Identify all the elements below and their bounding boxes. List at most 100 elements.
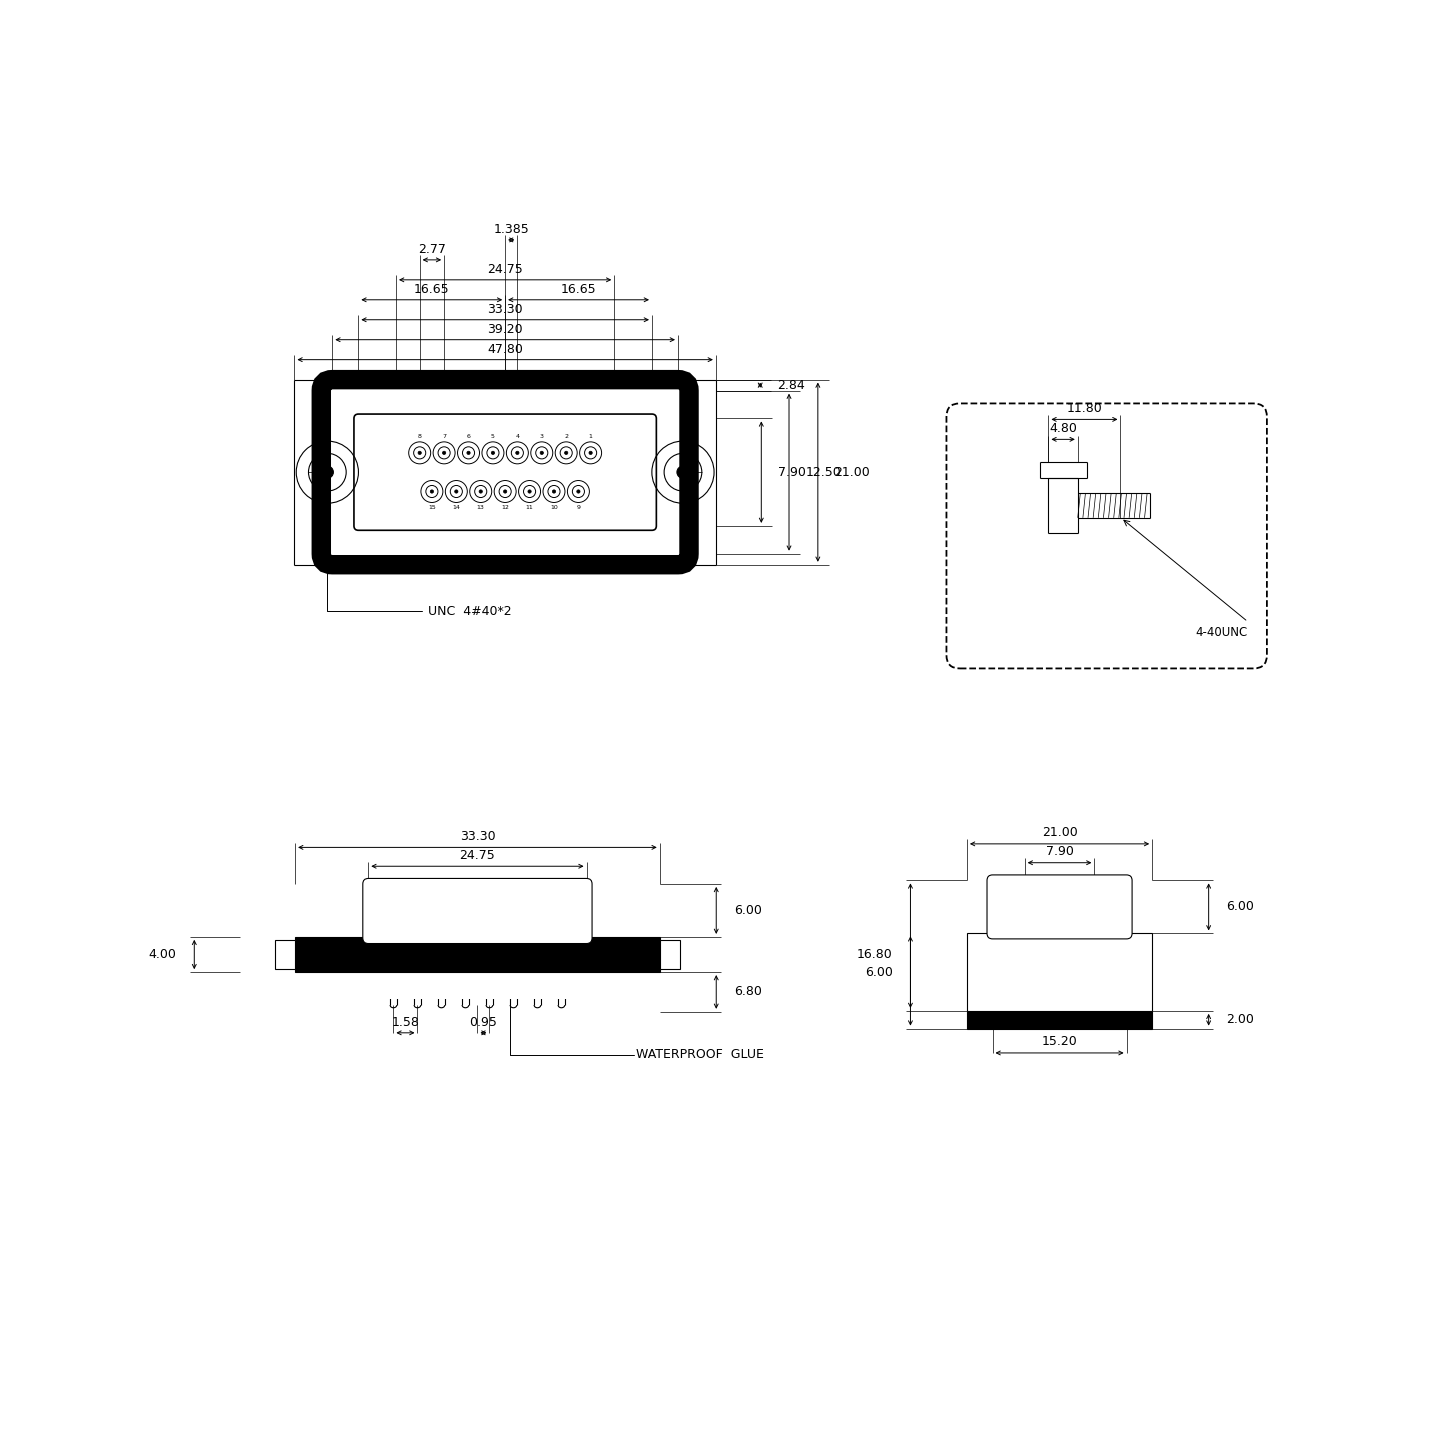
Text: 16.65: 16.65 [560, 284, 596, 297]
Circle shape [451, 485, 462, 498]
Text: 16.80: 16.80 [857, 948, 893, 960]
Text: 16.65: 16.65 [413, 284, 449, 297]
Circle shape [556, 442, 577, 464]
Circle shape [321, 467, 334, 478]
Circle shape [543, 481, 564, 503]
Text: 15: 15 [428, 505, 436, 510]
Text: 6: 6 [467, 433, 471, 439]
Circle shape [560, 446, 572, 459]
Text: 7.90: 7.90 [778, 465, 806, 478]
Circle shape [511, 446, 523, 459]
Circle shape [438, 446, 451, 459]
Bar [275, 940, 295, 969]
Text: 39.20: 39.20 [487, 323, 523, 336]
Text: 2: 2 [564, 433, 569, 439]
Circle shape [536, 446, 547, 459]
Text: 7: 7 [442, 433, 446, 439]
Text: 6.00: 6.00 [1227, 900, 1254, 913]
Circle shape [677, 467, 688, 478]
Circle shape [524, 485, 536, 498]
Circle shape [585, 446, 596, 459]
Circle shape [455, 490, 458, 492]
Circle shape [516, 451, 518, 455]
Text: 5: 5 [491, 433, 495, 439]
Bar [295, 937, 660, 972]
Circle shape [426, 485, 438, 498]
Text: 11.80: 11.80 [1067, 402, 1102, 415]
Text: 24.75: 24.75 [487, 264, 523, 276]
Text: 6.00: 6.00 [865, 966, 893, 979]
Bar [968, 1011, 1152, 1028]
Circle shape [413, 446, 426, 459]
Circle shape [409, 442, 431, 464]
Bar [369, 972, 586, 999]
Text: 14: 14 [452, 505, 461, 510]
Circle shape [500, 485, 511, 498]
Circle shape [567, 481, 589, 503]
Text: 1: 1 [589, 433, 592, 439]
Text: 12: 12 [501, 505, 510, 510]
Circle shape [418, 451, 422, 455]
Text: 8: 8 [418, 433, 422, 439]
Text: 6.80: 6.80 [734, 985, 762, 998]
Text: UNC  4#40*2: UNC 4#40*2 [327, 505, 511, 618]
Text: 11: 11 [526, 505, 533, 510]
Text: 15.20: 15.20 [1041, 1035, 1077, 1048]
Text: 6.00: 6.00 [734, 904, 762, 917]
Circle shape [458, 442, 480, 464]
Circle shape [549, 485, 560, 498]
Text: 2.84: 2.84 [776, 379, 805, 392]
Text: 1.385: 1.385 [494, 223, 528, 236]
Circle shape [487, 446, 500, 459]
Circle shape [494, 481, 516, 503]
Text: 4.80: 4.80 [1050, 422, 1077, 435]
Circle shape [480, 490, 482, 492]
Circle shape [467, 451, 471, 455]
FancyBboxPatch shape [354, 415, 657, 530]
Text: 0.95: 0.95 [469, 1017, 497, 1030]
FancyBboxPatch shape [986, 876, 1132, 939]
Circle shape [572, 485, 585, 498]
Circle shape [445, 481, 468, 503]
Circle shape [507, 442, 528, 464]
Bar [968, 933, 1152, 1011]
Circle shape [528, 490, 531, 492]
FancyBboxPatch shape [363, 878, 592, 943]
Text: 2.00: 2.00 [1227, 1014, 1254, 1027]
Bar [660, 940, 680, 969]
Circle shape [482, 442, 504, 464]
Text: 1.58: 1.58 [392, 1017, 419, 1030]
Text: 47.80: 47.80 [487, 343, 523, 356]
Text: 33.30: 33.30 [459, 829, 495, 842]
Text: 24.75: 24.75 [459, 848, 495, 861]
Circle shape [491, 451, 494, 455]
Circle shape [442, 451, 446, 455]
Text: 21.00: 21.00 [1041, 827, 1077, 840]
Circle shape [469, 481, 491, 503]
FancyBboxPatch shape [321, 380, 688, 564]
Text: 4.00: 4.00 [148, 948, 177, 960]
Circle shape [420, 481, 444, 503]
Text: 10: 10 [550, 505, 557, 510]
Text: 4-40UNC: 4-40UNC [1195, 626, 1248, 639]
Text: WATERPROOF  GLUE: WATERPROOF GLUE [636, 1048, 765, 1061]
Circle shape [577, 490, 580, 492]
Circle shape [553, 490, 556, 492]
Circle shape [518, 481, 540, 503]
Circle shape [433, 442, 455, 464]
Circle shape [462, 446, 475, 459]
Circle shape [580, 442, 602, 464]
Text: 2.77: 2.77 [418, 243, 446, 256]
Circle shape [540, 451, 543, 455]
Circle shape [504, 490, 507, 492]
Circle shape [475, 485, 487, 498]
Circle shape [531, 442, 553, 464]
Text: 9: 9 [576, 505, 580, 510]
Text: 33.30: 33.30 [487, 304, 523, 317]
Circle shape [564, 451, 567, 455]
Text: 13: 13 [477, 505, 485, 510]
Text: 21.00: 21.00 [834, 465, 870, 478]
Text: 12.50: 12.50 [805, 465, 841, 478]
Circle shape [431, 490, 433, 492]
Circle shape [589, 451, 592, 455]
